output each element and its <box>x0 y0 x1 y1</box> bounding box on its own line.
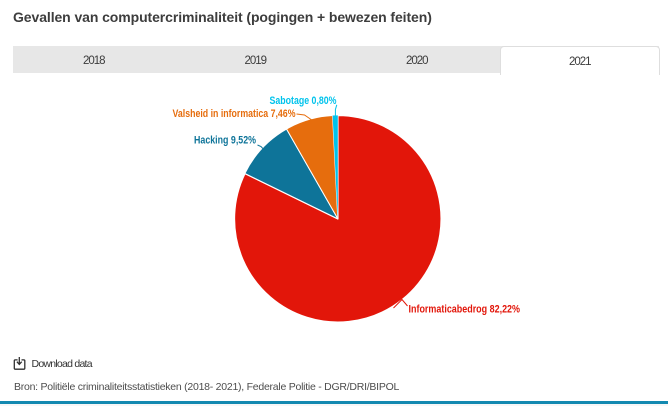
svg-text:Informaticabedrog 82,22%: Informaticabedrog 82,22% <box>409 304 521 316</box>
svg-text:Hacking 9,52%: Hacking 9,52% <box>194 135 256 147</box>
svg-text:Valsheid in informatica 7,46%: Valsheid in informatica 7,46% <box>173 108 296 120</box>
svg-text:Sabotage 0,80%: Sabotage 0,80% <box>270 95 337 107</box>
